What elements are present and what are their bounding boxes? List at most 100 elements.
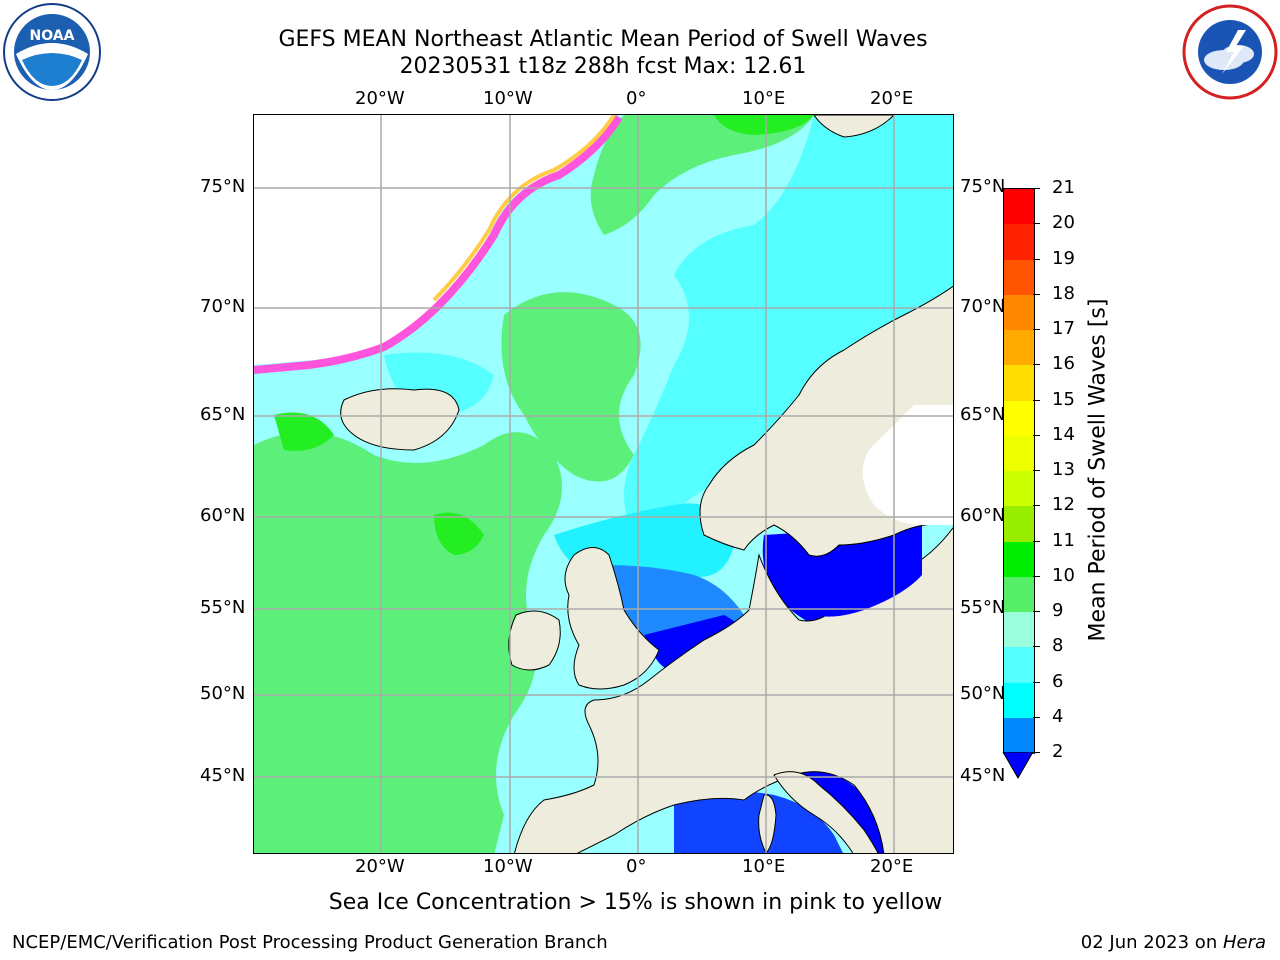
swell-zone-darkblue-baltic <box>762 525 922 625</box>
colorbar-tick-label: 21 <box>1052 177 1075 198</box>
italy-landmass <box>773 771 879 853</box>
lon-label-top-20w: 20°W <box>355 88 405 109</box>
lon-label-top-20e: 20°E <box>870 88 914 109</box>
colorbar-tick-mark <box>1033 505 1040 507</box>
footer-host: Hera <box>1222 932 1266 953</box>
graticule <box>254 115 953 853</box>
greenland-landmass <box>254 115 614 365</box>
lat-label-left-55n: 55°N <box>200 597 246 618</box>
lon-label-bottom-0: 0° <box>626 856 647 877</box>
colorbar-tick-label: 17 <box>1052 318 1075 339</box>
colorbar-segment <box>1004 189 1034 225</box>
chart-title: GEFS MEAN Northeast Atlantic Mean Period… <box>278 27 928 52</box>
colorbar-segment <box>1004 330 1034 366</box>
colorbar-tick-label: 10 <box>1052 564 1075 586</box>
lat-label-right-45n: 45°N <box>960 765 1006 786</box>
colorbar-tick-label: 12 <box>1052 494 1075 516</box>
colorbar-tick-mark <box>1033 434 1040 436</box>
lat-label-left-75n: 75°N <box>200 176 246 197</box>
swell-zone-darkblue-channel <box>644 615 744 671</box>
colorbar-segment <box>1004 682 1034 719</box>
lat-label-left-65n: 65°N <box>200 404 246 425</box>
sea-ice-note: Sea Ice Concentration > 15% is shown in … <box>328 890 943 915</box>
colorbar-tick-mark <box>1033 716 1040 718</box>
swell-zone-cyan <box>624 115 953 535</box>
colorbar-tick-label: 19 <box>1052 247 1075 269</box>
footer-date-text: 02 Jun 2023 on <box>1080 932 1223 953</box>
colorbar-segment <box>1004 576 1034 613</box>
map-panel <box>253 114 954 854</box>
swell-zone-green-bright-2 <box>274 412 334 451</box>
baltic-sea <box>814 527 922 617</box>
lat-label-right-70n: 70°N <box>960 296 1006 317</box>
colorbar-tick-label: 14 <box>1052 423 1075 445</box>
lat-label-left-45n: 45°N <box>200 765 246 786</box>
footer-date: 02 Jun 2023 on Hera <box>1081 932 1266 953</box>
colorbar-tick-label: 2 <box>1052 741 1064 762</box>
swell-zone-green-central <box>501 292 641 482</box>
colorbar-tick-mark <box>1033 293 1040 295</box>
colorbar-tick-mark <box>1033 470 1040 471</box>
lat-label-right-50n: 50°N <box>960 683 1006 704</box>
colorbar-tick-mark <box>1033 575 1040 577</box>
lat-label-left-70n: 70°N <box>200 296 246 317</box>
colorbar-segment <box>1004 294 1034 331</box>
colorbar-tick-label: 11 <box>1052 529 1075 551</box>
colorbar-tick-label: 8 <box>1052 635 1064 657</box>
sea-ice-edge-pink <box>254 115 623 374</box>
colorbar-tick-label: 9 <box>1052 600 1064 621</box>
colorbar-tick-label: 13 <box>1052 459 1075 480</box>
swell-zone-green-bright <box>434 512 484 555</box>
lat-label-left-50n: 50°N <box>200 683 246 704</box>
colorbar-tick-label: 16 <box>1052 353 1075 375</box>
lat-label-right-60n: 60°N <box>960 505 1006 526</box>
colorbar-segment <box>1004 259 1034 296</box>
lat-label-right-75n: 75°N <box>960 176 1006 197</box>
lon-label-top-0: 0° <box>626 88 647 109</box>
national-weather-service-logo-icon <box>1180 2 1280 102</box>
colorbar-tick-mark <box>1033 188 1040 189</box>
corsica-sardinia-landmass <box>758 794 777 853</box>
swell-zone-green-north <box>590 115 814 235</box>
swell-zone-green-bright-3 <box>714 115 814 135</box>
lat-label-left-60n: 60°N <box>200 505 246 526</box>
colorbar-segment <box>1004 471 1034 507</box>
lon-label-bottom-10e: 10°E <box>742 856 786 877</box>
lon-label-bottom-10w: 10°W <box>483 856 533 877</box>
scandinavia-interior-white <box>862 405 953 525</box>
colorbar-tick-label: 18 <box>1052 282 1075 304</box>
sea-ice-edge-yellow <box>432 115 616 302</box>
lon-label-bottom-20e: 20°E <box>870 856 914 877</box>
colorbar-segment <box>1004 647 1034 683</box>
lon-label-bottom-20w: 20°W <box>355 856 405 877</box>
lon-label-top-10w: 10°W <box>483 88 533 109</box>
lat-label-right-55n: 55°N <box>960 597 1006 618</box>
colorbar-tick-mark <box>1033 646 1040 648</box>
colorbar-tick-mark <box>1033 329 1040 330</box>
lat-label-right-65n: 65°N <box>960 404 1006 425</box>
noaa-logo-icon: NOAA <box>2 2 102 102</box>
colorbar-tick-label: 15 <box>1052 388 1075 410</box>
colorbar-tick-mark <box>1033 258 1040 260</box>
colorbar-tick-mark <box>1033 752 1040 753</box>
colorbar-tick-mark <box>1033 611 1040 612</box>
colorbar-segment <box>1004 224 1034 260</box>
colorbar-label: Mean Period of Swell Waves [s] <box>1085 298 1111 642</box>
colorbar-tick-mark <box>1033 399 1040 401</box>
iceland-landmass <box>340 388 460 451</box>
colorbar-segment <box>1004 400 1034 437</box>
svalbard-landmass <box>813 115 895 138</box>
colorbar-tick-label: 6 <box>1052 670 1064 692</box>
footer-branch: NCEP/EMC/Verification Post Processing Pr… <box>12 932 608 953</box>
colorbar-segment <box>1004 612 1034 648</box>
colorbar-extend-arrow <box>1002 752 1034 780</box>
svg-text:NOAA: NOAA <box>30 28 75 44</box>
colorbar-tick-mark <box>1033 540 1040 542</box>
colorbar-tick-label: 20 <box>1052 212 1075 234</box>
colorbar-tick-mark <box>1033 223 1040 225</box>
swell-zone-green-west-2 <box>254 535 441 670</box>
colorbar-segment <box>1004 506 1034 542</box>
colorbar-segment <box>1004 541 1034 578</box>
lon-label-top-10e: 10°E <box>742 88 786 109</box>
colorbar-segment <box>1004 717 1034 754</box>
